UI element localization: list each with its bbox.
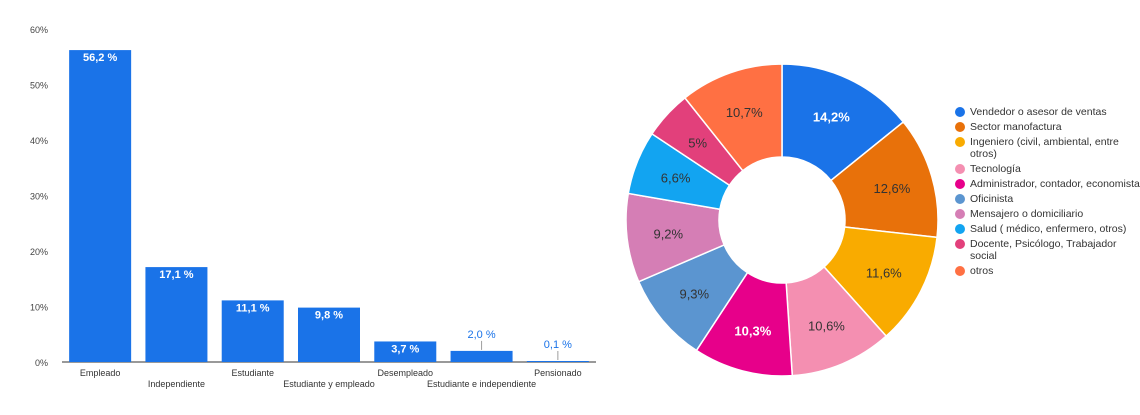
slice-data-label: 6,6% (661, 171, 691, 186)
legend-swatch (955, 194, 965, 204)
x-tick-label: Independiente (148, 379, 205, 389)
x-tick-label: Estudiante (231, 368, 274, 378)
slice-data-label: 11,6% (866, 265, 902, 280)
legend-label: otros (970, 265, 994, 277)
slice-data-label: 14,2% (813, 110, 850, 125)
y-tick-label: 10% (30, 303, 48, 313)
slice-data-label: 10,7% (726, 105, 763, 120)
legend-label: Tecnología (970, 163, 1021, 175)
bar (450, 350, 513, 362)
bar (145, 267, 208, 362)
legend-item: Docente, Psicólogo, Trabajador social (955, 238, 1140, 262)
y-tick-label: 60% (30, 25, 48, 35)
bar (221, 300, 284, 362)
legend-swatch (955, 107, 965, 117)
donut-chart: 14,2% 12,6% 11,6% 10,6% 10,3% 9,3% 9,2% 6,6% 5% 1… (625, 63, 939, 377)
slice-data-label: 12,6% (873, 181, 910, 196)
legend-swatch (955, 179, 965, 189)
legend-item: Vendedor o asesor de ventas (955, 106, 1140, 118)
bar-data-label: 0,1 % (544, 339, 572, 351)
legend-item: Mensajero o domiciliario (955, 208, 1140, 220)
legend-label: Oficinista (970, 193, 1014, 205)
y-tick-label: 20% (30, 247, 48, 257)
bar-data-label: 9,8 % (315, 310, 343, 322)
legend-swatch (955, 122, 965, 132)
x-tick-label: Pensionado (534, 368, 582, 378)
donut-legend: Vendedor o asesor de ventas Sector manofa… (955, 106, 1140, 280)
bar-chart: 0% 10% 20% 30% 40% 50% 60% 56,2 % Empleado 17,1 %… (30, 25, 596, 389)
bar-data-label: 56,2 % (83, 52, 117, 64)
legend-label: Docente, Psicólogo, Trabajador social (970, 238, 1117, 262)
y-tick-label: 50% (30, 81, 48, 91)
slice-data-label: 5% (688, 136, 707, 151)
bar (298, 307, 360, 362)
donut-slice (781, 63, 905, 182)
slice-data-label: 10,6% (808, 319, 845, 334)
donut-slice (683, 63, 783, 172)
slice-data-label: 10,3% (734, 324, 771, 339)
x-tick-label: Estudiante e independiente (427, 379, 536, 389)
slice-data-label: 9,3% (679, 287, 709, 302)
y-tick-label: 0% (35, 358, 48, 368)
legend-label: Ingeniero (civil, ambiental, entre otros… (970, 136, 1119, 160)
legend-item: Salud ( médico, enfermero, otros) (955, 223, 1140, 235)
legend-item: Sector manofactura (955, 121, 1140, 133)
legend-label: Administrador, contador, economista (970, 178, 1140, 190)
bar (69, 50, 132, 363)
legend-label: Mensajero o domiciliario (970, 208, 1084, 220)
legend-swatch (955, 137, 965, 147)
legend-label: Salud ( médico, enfermero, otros) (970, 223, 1127, 235)
slice-data-label: 9,2% (653, 226, 683, 241)
y-tick-label: 30% (30, 192, 48, 202)
bar-data-label: 2,0 % (468, 329, 496, 341)
legend-label: Sector manofactura (970, 121, 1062, 133)
legend-item: Tecnología (955, 163, 1140, 175)
legend-item: Ingeniero (civil, ambiental, entre otros… (955, 136, 1140, 160)
legend-swatch (955, 266, 965, 276)
legend-swatch (955, 239, 965, 249)
y-tick-label: 40% (30, 136, 48, 146)
bar-data-label: 11,1 % (236, 302, 270, 314)
legend-swatch (955, 164, 965, 174)
legend-swatch (955, 209, 965, 219)
legend-item: otros (955, 265, 1140, 277)
legend-item: Administrador, contador, economista (955, 178, 1140, 190)
bar (526, 361, 589, 362)
legend-label: Vendedor o asesor de ventas (970, 106, 1107, 118)
legend-item: Oficinista (955, 193, 1140, 205)
x-tick-label: Desempleado (378, 368, 434, 378)
bar-data-label: 17,1 % (159, 269, 193, 281)
legend-swatch (955, 224, 965, 234)
x-tick-label: Empleado (80, 368, 121, 378)
x-tick-label: Estudiante y empleado (283, 379, 375, 389)
bar-data-label: 3,7 % (391, 343, 419, 355)
bar (374, 341, 437, 362)
